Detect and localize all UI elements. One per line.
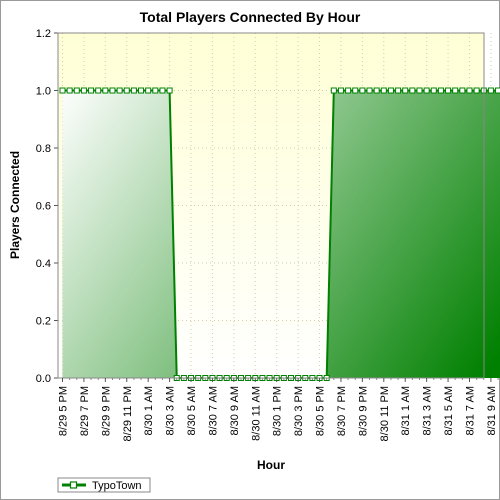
legend-swatch-marker xyxy=(69,481,78,489)
x-tick-label: 8/30 3 PM xyxy=(293,386,305,436)
data-point xyxy=(109,87,116,94)
data-point xyxy=(409,87,416,94)
data-point xyxy=(373,87,380,94)
x-tick-label: 8/30 5 AM xyxy=(186,386,198,436)
data-point xyxy=(102,87,109,94)
data-point xyxy=(66,87,73,94)
x-tick-label: 8/30 9 PM xyxy=(357,386,369,436)
legend-label: TypoTown xyxy=(92,480,142,492)
y-axis: 0.0 0.2 0.4 0.6 0.8 1.0 1.2 xyxy=(36,28,485,385)
y-tick-label: 0.8 xyxy=(36,143,51,155)
x-tick-label: 8/30 7 PM xyxy=(336,386,348,436)
data-point xyxy=(345,87,352,94)
x-tick-label: 8/30 1 AM xyxy=(143,386,155,436)
data-point xyxy=(166,87,173,94)
data-point xyxy=(380,87,387,94)
data-point xyxy=(130,87,137,94)
data-point xyxy=(416,87,423,94)
data-point xyxy=(123,87,130,94)
series-area-fill xyxy=(62,90,500,378)
x-tick-label: 8/31 3 AM xyxy=(422,386,434,436)
data-point xyxy=(430,87,437,94)
data-point xyxy=(495,87,500,94)
data-point xyxy=(437,87,444,94)
x-tick-label: 8/30 11 AM xyxy=(250,386,262,441)
data-point xyxy=(330,87,337,94)
y-tick-label: 0.6 xyxy=(36,201,51,213)
x-tick-label: 8/29 5 PM xyxy=(58,386,70,436)
data-point xyxy=(88,87,95,94)
x-tick-label: 8/30 5 PM xyxy=(315,386,327,436)
data-point xyxy=(73,87,80,94)
data-point xyxy=(352,87,359,94)
x-axis-label: Hour xyxy=(257,458,285,472)
x-tick-label: 8/30 9 AM xyxy=(229,386,241,436)
data-point xyxy=(459,87,466,94)
data-point xyxy=(366,87,373,94)
x-tick-label: 8/31 1 AM xyxy=(400,386,412,436)
x-tick-label: 8/30 3 AM xyxy=(165,386,177,436)
x-tick-label: 8/30 7 AM xyxy=(207,386,219,436)
x-tick-label: 8/31 9 AM xyxy=(486,386,498,436)
data-point xyxy=(95,87,102,94)
x-axis: 8/29 5 PM 8/29 7 PM 8/29 9 PM 8/29 11 PM 8/3… xyxy=(58,378,499,441)
y-tick-label: 1.2 xyxy=(36,28,51,40)
data-point xyxy=(395,87,402,94)
data-point xyxy=(402,87,409,94)
data-point xyxy=(116,87,123,94)
legend-box xyxy=(57,477,151,493)
data-point xyxy=(337,87,344,94)
data-point xyxy=(445,87,452,94)
x-tick-label: 8/30 11 PM xyxy=(379,386,391,441)
y-tick-label: 0.2 xyxy=(36,316,51,328)
data-point xyxy=(487,87,494,94)
data-point xyxy=(152,87,159,94)
legend: TypoTown xyxy=(57,477,151,493)
data-point xyxy=(80,87,87,94)
data-point xyxy=(466,87,473,94)
data-point xyxy=(359,87,366,94)
y-tick-label: 0.0 xyxy=(36,373,51,385)
x-tick-label: 8/29 9 PM xyxy=(100,386,112,436)
data-point xyxy=(138,87,145,94)
data-point xyxy=(145,87,152,94)
data-point xyxy=(387,87,394,94)
chart-title: Total Players Connected By Hour xyxy=(140,9,361,25)
y-axis-label: Players Connected xyxy=(8,151,22,259)
data-point xyxy=(159,87,166,94)
x-tick-label: 8/31 5 AM xyxy=(443,386,455,436)
x-tick-label: 8/29 7 PM xyxy=(79,386,91,436)
data-point xyxy=(452,87,459,94)
data-point xyxy=(59,87,66,94)
data-point xyxy=(473,87,480,94)
plot-border xyxy=(57,32,485,379)
data-point xyxy=(423,87,430,94)
x-tick-label: 8/31 7 AM xyxy=(464,386,476,436)
y-tick-label: 1.0 xyxy=(36,86,51,98)
y-tick-label: 0.4 xyxy=(36,258,51,270)
x-tick-label: 8/29 11 PM xyxy=(122,386,134,441)
x-tick-label: 8/30 1 PM xyxy=(272,386,284,436)
